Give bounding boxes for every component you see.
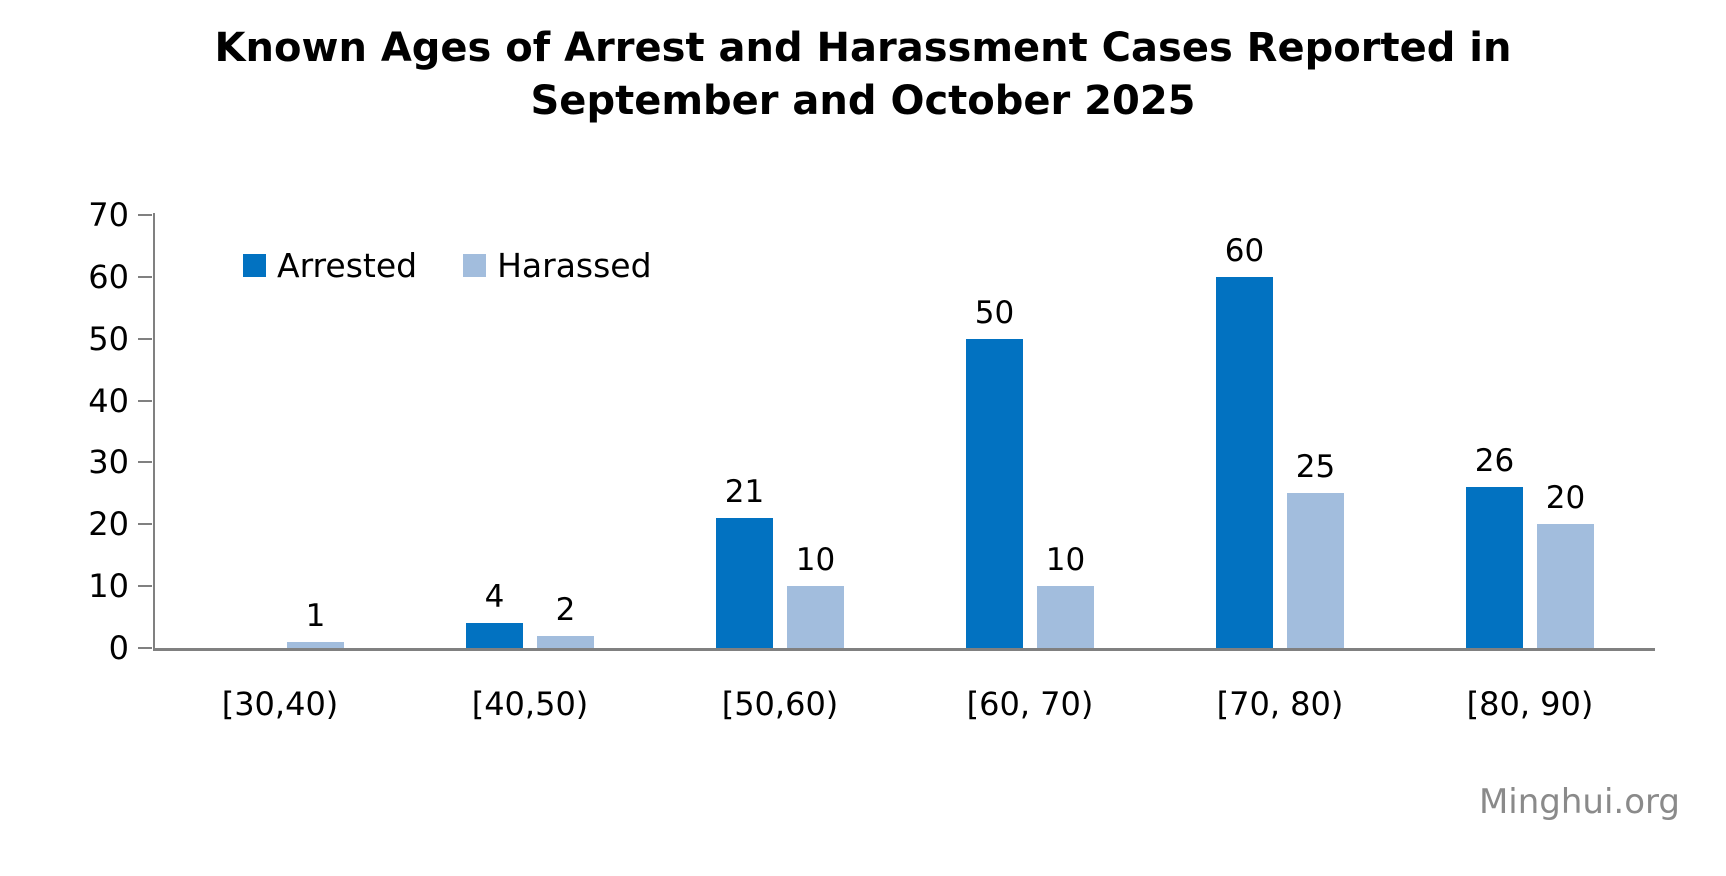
value-label-harassed-4: 25 [1295,449,1336,486]
bar-arrested-4 [1216,276,1273,648]
x-category-label-4: [70, 80) [1216,685,1344,723]
y-tick-mark [138,647,152,649]
bar-harassed-3 [1037,586,1094,648]
x-category-label-2: [50,60) [721,685,839,723]
y-tick-mark [138,399,152,402]
x-category-label-1: [40,50) [471,685,589,723]
plot-area: 0 10 20 30 40 50 60 70 4 21 50 60 26 1 2 10 10 25 20 [88,199,1655,664]
legend-swatch-arrested-icon [243,254,266,277]
legend: Arrested Harassed [243,249,652,282]
y-tick-mark [138,214,152,216]
bar-harassed-2 [787,586,844,648]
y-tick-label: 70 [88,196,129,234]
value-label-harassed-3: 10 [1045,542,1086,579]
value-label-arrested-3: 50 [974,294,1015,331]
value-label-arrested-2: 21 [724,474,765,511]
y-tick-label: 20 [88,505,129,544]
value-label-harassed-2: 10 [795,542,836,579]
bar-harassed-0 [287,641,344,648]
y-tick-label: 0 [108,629,129,667]
y-tick-mark [138,461,152,464]
bar-harassed-4 [1287,493,1344,648]
value-label-harassed-1: 2 [555,591,576,628]
y-tick-label: 30 [88,443,129,482]
y-axis-line [153,213,155,650]
watermark-minghui: Minghui.org [1478,782,1680,822]
y-tick-mark [138,337,152,340]
legend-item-harassed: Harassed [463,246,652,285]
bar-arrested-5 [1466,487,1523,648]
x-category-label-3: [60, 70) [966,685,1094,723]
x-axis-line [153,648,1655,651]
value-label-harassed-0: 1 [305,597,326,634]
bar-arrested-1 [466,623,523,648]
y-tick-label: 10 [88,567,129,606]
y-tick-mark [138,523,152,526]
value-label-harassed-5: 20 [1545,480,1586,517]
y-tick-label: 40 [88,381,129,420]
legend-label-harassed: Harassed [497,246,652,285]
y-tick-mark [138,585,152,588]
bar-harassed-5 [1537,524,1594,648]
value-label-arrested-5: 26 [1474,443,1515,480]
x-category-label-5: [80, 90) [1466,685,1594,723]
chart-title: Known Ages of Arrest and Harassment Case… [214,25,1512,125]
x-category-label-0: [30,40) [221,685,339,723]
legend-item-arrested: Arrested [243,249,417,282]
bar-arrested-2 [716,518,773,648]
bar-arrested-3 [966,338,1023,648]
y-tick-label: 50 [88,319,129,358]
y-tick-label: 60 [88,257,129,296]
legend-label-arrested: Arrested [277,246,418,285]
value-label-arrested-1: 4 [484,579,505,616]
legend-swatch-harassed-icon [463,254,487,277]
x-axis-labels: [30,40) [40,50) [50,60) [60, 70) [70, 80) [80… [155,684,1655,730]
y-tick-mark [138,275,152,278]
bar-harassed-1 [537,635,594,648]
value-label-arrested-4: 60 [1224,232,1265,269]
